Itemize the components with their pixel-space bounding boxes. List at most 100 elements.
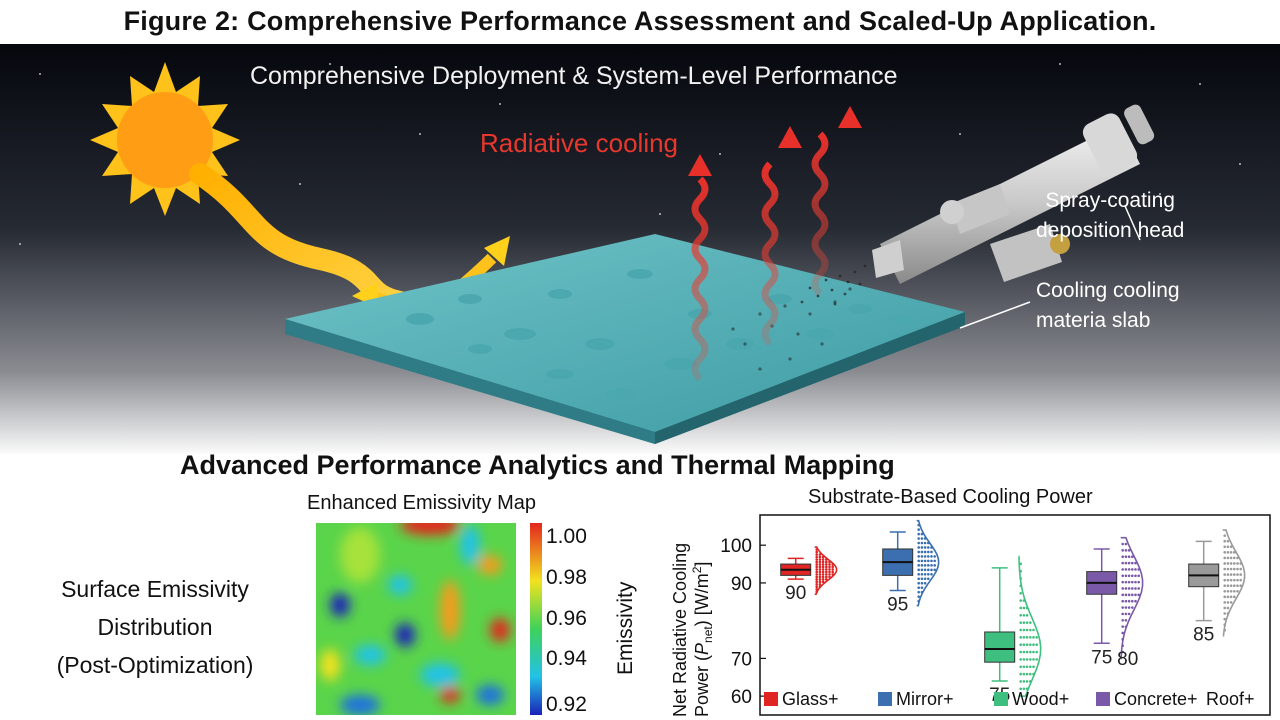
- data-point: [1022, 665, 1026, 669]
- data-point: [1121, 625, 1124, 628]
- data-point: [1233, 556, 1236, 560]
- data-point: [927, 546, 930, 549]
- data-point: [917, 537, 920, 540]
- data-point: [1032, 643, 1035, 646]
- data-point: [1223, 556, 1226, 560]
- radiative-cooling-label: Radiative cooling: [480, 128, 679, 158]
- legend-label: Mirror+: [896, 689, 954, 709]
- data-point: [818, 565, 822, 569]
- data-point: [1032, 628, 1035, 632]
- data-point: [815, 548, 818, 551]
- data-point: [917, 599, 920, 603]
- slab-label: Cooling cooling materia slab: [1036, 276, 1180, 336]
- data-point: [825, 558, 828, 561]
- box-group-concrete: 75 80: [1086, 536, 1144, 670]
- data-point: [815, 565, 818, 569]
- data-point: [815, 570, 818, 574]
- data-point: [1233, 595, 1236, 599]
- data-point: [1019, 599, 1022, 602]
- data-point: [920, 581, 924, 585]
- data-point: [1134, 593, 1137, 597]
- y-tick-label: 60: [731, 687, 752, 708]
- box-group-wood: 75: [984, 555, 1042, 706]
- analytics-title: Advanced Performance Analytics and Therm…: [180, 450, 895, 480]
- sun-icon: [90, 62, 240, 216]
- data-point: [923, 537, 927, 540]
- data-point: [815, 580, 818, 584]
- data-point: [1121, 650, 1124, 654]
- data-point: [917, 528, 920, 531]
- box-value-label-2: 80: [1117, 649, 1138, 670]
- spray-particles: [800, 264, 867, 306]
- data-point: [1121, 555, 1124, 559]
- data-point: [1131, 574, 1134, 578]
- data-point: [1121, 549, 1124, 552]
- data-point: [1239, 578, 1242, 582]
- data-point: [1226, 584, 1230, 588]
- data-point: [1022, 636, 1026, 639]
- spray-head-label: Spray-coating deposition head: [1036, 186, 1184, 246]
- data-point: [1025, 672, 1029, 676]
- data-point: [1226, 551, 1230, 554]
- side-caption-line2: Distribution: [97, 614, 213, 640]
- y-tick-label: 70: [731, 649, 752, 670]
- data-point: [923, 555, 927, 558]
- data-point: [920, 577, 924, 581]
- data-point: [1223, 545, 1226, 549]
- data-point: [920, 537, 924, 540]
- emissivity-side-caption: Surface Emissivity Distribution (Post-Op…: [20, 570, 290, 684]
- violin-outline: [1120, 536, 1144, 660]
- data-point: [825, 573, 828, 576]
- data-point: [1124, 625, 1128, 628]
- data-point: [818, 573, 822, 576]
- data-point: [818, 580, 822, 584]
- data-point: [1035, 650, 1038, 654]
- data-point: [1226, 595, 1230, 599]
- data-point: [917, 581, 920, 585]
- data-point: [828, 560, 831, 564]
- data-point: [818, 585, 822, 589]
- emissivity-map-title: Enhanced Emissivity Map: [307, 492, 536, 514]
- data-point: [1124, 561, 1128, 565]
- data-point: [1032, 672, 1035, 676]
- data-point: [1223, 601, 1226, 604]
- hero-illustration: Comprehensive Deployment & System-Level …: [0, 44, 1280, 454]
- data-point: [1239, 584, 1242, 588]
- spray-label-line1: Spray-coating: [1045, 189, 1175, 212]
- data-point: [1229, 601, 1233, 604]
- stars: [19, 63, 1241, 245]
- data-point: [815, 573, 818, 576]
- data-point: [923, 541, 927, 545]
- data-point: [1229, 567, 1233, 571]
- data-point: [825, 563, 828, 566]
- colorbar-tick-094: 0.94: [546, 647, 587, 670]
- data-point: [923, 581, 927, 585]
- data-point: [818, 570, 822, 574]
- data-point: [1124, 542, 1128, 546]
- data-point: [1121, 568, 1124, 571]
- data-point: [825, 570, 828, 574]
- data-point: [1025, 636, 1029, 639]
- data-point: [821, 558, 825, 561]
- data-point: [1229, 551, 1233, 554]
- data-point: [1131, 555, 1134, 559]
- data-point: [1025, 621, 1029, 624]
- data-point: [815, 555, 818, 559]
- data-point: [933, 559, 936, 563]
- data-point: [1124, 587, 1128, 590]
- data-point: [1121, 561, 1124, 565]
- legend-swatch: [1096, 692, 1110, 706]
- data-point: [815, 587, 818, 591]
- data-point: [828, 575, 831, 579]
- data-point: [1124, 549, 1128, 552]
- data-point: [818, 583, 822, 586]
- data-point: [1025, 680, 1029, 683]
- data-point: [1137, 580, 1140, 584]
- data-point: [1025, 643, 1029, 646]
- data-point: [917, 541, 920, 545]
- box-group-mirror: 95: [882, 519, 940, 615]
- data-point: [1223, 628, 1226, 632]
- data-point: [1124, 580, 1128, 584]
- data-point: [1223, 612, 1226, 615]
- box-value-label: 95: [887, 594, 908, 615]
